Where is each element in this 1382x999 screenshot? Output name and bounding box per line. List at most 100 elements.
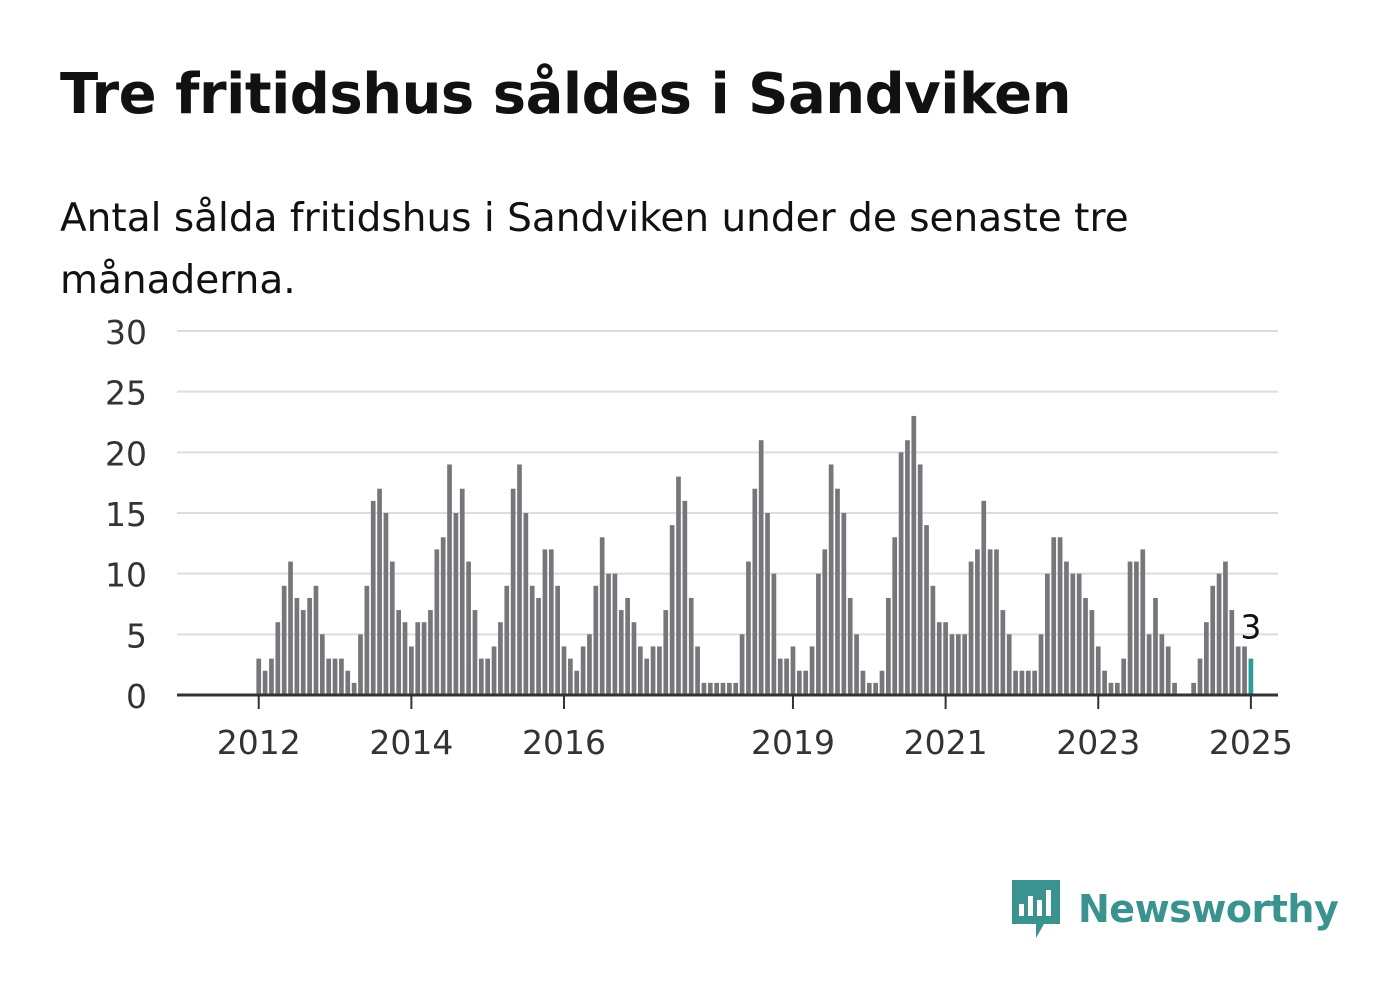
bar [688,597,694,695]
x-tick-label: 2019 [751,723,835,762]
bar [892,537,898,695]
bar [587,634,592,695]
bar [1038,634,1044,695]
bar [911,415,917,695]
bar [428,610,433,695]
bar [1153,597,1158,695]
bar [288,561,293,695]
bar [886,597,891,695]
bar [1191,682,1196,695]
newsworthy-logo: Newsworthy [1010,878,1339,940]
bar [364,585,370,695]
bar [358,634,363,695]
bar [568,658,573,695]
bar [835,488,840,695]
bar [1095,646,1101,695]
x-tick-label: 2021 [904,723,988,762]
bar [326,658,332,695]
bar [523,513,529,695]
bar [1140,549,1146,695]
bar [440,537,446,695]
bar [1127,561,1133,695]
bar [529,585,535,695]
bar [930,585,936,695]
bar [746,561,751,695]
bar [561,646,567,695]
bar [898,452,904,695]
bar [650,646,656,695]
bar [1051,537,1057,695]
bar [447,464,452,695]
bar [975,549,980,695]
bar [701,682,707,695]
bar [307,597,312,695]
x-tick-label: 2014 [369,723,453,762]
bar [1006,634,1012,695]
bar [1216,573,1222,695]
bar [478,658,484,695]
bar [1102,670,1107,695]
bar [733,682,739,695]
bar [300,610,306,695]
bar [491,646,497,695]
highlight-bar [1248,658,1254,695]
bar [1242,646,1247,695]
bar [1165,646,1171,695]
bar [377,488,382,695]
bar [905,440,910,695]
bar [1204,622,1209,695]
bar [1019,670,1025,695]
bar [1083,597,1088,695]
bar [542,549,548,695]
bar [1057,537,1063,695]
bar [383,513,389,695]
bar [790,646,796,695]
bar [727,682,732,695]
bar [1025,670,1031,695]
bar [828,464,834,695]
y-tick-label: 30 [105,313,147,352]
bar [1064,561,1069,695]
x-tick-label: 2016 [522,723,606,762]
bar [676,476,681,695]
bar [574,670,580,695]
bar [370,500,376,695]
bar [593,585,599,695]
brand-name: Newsworthy [1078,887,1339,931]
bar [402,622,408,695]
bar [1070,573,1076,695]
bar [294,597,300,695]
bar [1159,634,1165,695]
bar [459,488,465,695]
bar [1114,682,1120,695]
bar [657,646,662,695]
bar [1108,682,1114,695]
bar [548,549,554,695]
bar [739,634,745,695]
bar [962,634,968,695]
x-tick-label: 2023 [1056,723,1140,762]
bar [854,634,859,695]
bar [1197,658,1203,695]
x-tick-label: 2025 [1209,723,1293,762]
bar [281,585,287,695]
bar [1134,561,1139,695]
bar [1121,658,1127,695]
bar [1089,610,1095,695]
bar [555,585,560,695]
bar [873,682,878,695]
bar [822,549,828,695]
bar [631,622,637,695]
bar [466,561,471,695]
bar [409,646,414,695]
bar [1172,682,1177,695]
bar [720,682,726,695]
bar [860,670,866,695]
bar [695,646,700,695]
bar [389,561,395,695]
bar [256,658,262,695]
bar [510,488,516,695]
bar [275,622,281,695]
bar [345,670,351,695]
